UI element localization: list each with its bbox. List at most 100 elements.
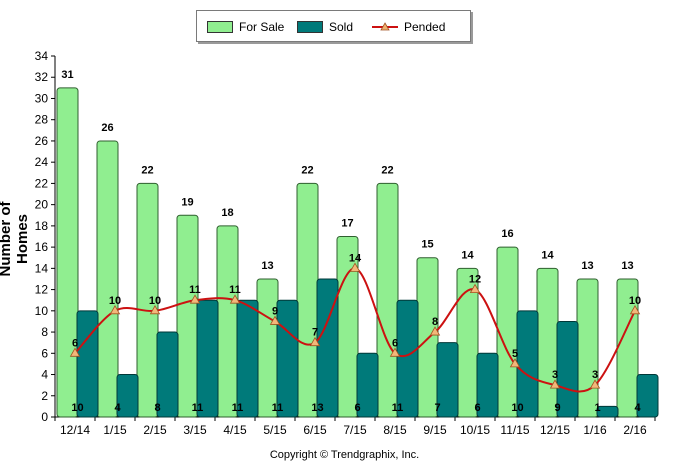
y-tick-label: 16 xyxy=(35,240,49,254)
point-pended xyxy=(269,315,281,325)
label-sold: 13 xyxy=(311,402,323,414)
x-tick-label: 12/15 xyxy=(540,423,570,437)
copyright-text: Copyright © Trendgraphix, Inc. xyxy=(269,449,420,461)
x-tick-label: 3/15 xyxy=(183,423,207,437)
label-for-sale: 31 xyxy=(61,69,73,81)
x-tick-label: 1/15 xyxy=(103,423,127,437)
label-for-sale: 13 xyxy=(581,260,593,272)
point-pended xyxy=(429,326,441,336)
label-pended: 10 xyxy=(149,295,161,307)
y-tick-label: 26 xyxy=(35,134,49,148)
bar-for-sale xyxy=(96,140,119,418)
label-sold: 4 xyxy=(114,402,121,414)
bar-sold xyxy=(356,352,379,418)
label-for-sale: 14 xyxy=(461,249,474,261)
label-sold: 11 xyxy=(392,402,404,414)
point-pended xyxy=(309,336,321,347)
label-pended: 3 xyxy=(592,369,598,381)
x-tick-label: 7/15 xyxy=(343,423,367,437)
label-sold: 6 xyxy=(474,402,480,414)
point-pended xyxy=(109,305,121,315)
label-for-sale: 13 xyxy=(621,260,633,272)
y-tick-label: 18 xyxy=(35,219,49,233)
label-for-sale: 16 xyxy=(501,228,513,240)
label-sold: 8 xyxy=(154,402,160,414)
bar-for-sale xyxy=(136,182,159,418)
bar-for-sale xyxy=(296,182,319,418)
label-pended: 7 xyxy=(312,327,318,339)
point-pended xyxy=(349,262,361,272)
bar-sold xyxy=(436,342,459,418)
label-pended: 10 xyxy=(109,295,121,307)
y-tick-label: 0 xyxy=(41,410,48,424)
label-for-sale: 15 xyxy=(421,239,433,251)
x-tick-label: 5/15 xyxy=(263,423,287,437)
y-tick-label: 14 xyxy=(35,261,49,275)
bar-sold xyxy=(236,299,259,418)
legend-swatch-for-sale xyxy=(207,21,233,33)
label-pended: 12 xyxy=(469,274,481,286)
label-for-sale: 13 xyxy=(261,260,273,272)
label-pended: 11 xyxy=(189,284,201,296)
y-tick-label: 10 xyxy=(35,304,49,318)
bar-for-sale xyxy=(376,182,399,418)
legend: For Sale Sold Pended xyxy=(196,10,471,42)
bar-for-sale xyxy=(536,267,559,418)
bar-for-sale xyxy=(176,214,199,418)
point-pended xyxy=(229,294,241,304)
bar-for-sale xyxy=(256,278,279,418)
label-sold: 9 xyxy=(554,402,560,414)
legend-label-sold: Sold xyxy=(329,20,354,34)
line-pended xyxy=(74,267,636,393)
bar-for-sale xyxy=(56,87,79,418)
point-pended xyxy=(189,294,201,304)
y-tick-label: 2 xyxy=(41,389,48,403)
bar-for-sale xyxy=(216,225,239,418)
label-for-sale: 18 xyxy=(221,207,233,219)
label-pended: 14 xyxy=(349,252,362,264)
point-pended xyxy=(389,347,401,357)
bar-sold xyxy=(476,352,499,418)
label-for-sale: 14 xyxy=(541,249,554,261)
label-sold: 10 xyxy=(511,402,523,414)
label-sold: 11 xyxy=(272,402,284,414)
x-tick-label: 10/15 xyxy=(460,423,490,437)
label-sold: 4 xyxy=(634,402,641,414)
x-tick-label: 2/16 xyxy=(623,423,647,437)
legend-item-sold: Sold xyxy=(297,19,353,35)
legend-item-pended: Pended xyxy=(372,19,445,35)
bar-sold xyxy=(76,310,99,418)
x-tick-label: 4/15 xyxy=(223,423,247,437)
legend-label-pended: Pended xyxy=(404,20,446,34)
y-axis-label: Number of Homes xyxy=(0,201,31,277)
y-tick-label: 12 xyxy=(35,283,49,297)
bar-sold xyxy=(276,299,299,418)
bar-sold xyxy=(156,331,179,418)
label-for-sale: 17 xyxy=(341,218,353,230)
legend-swatch-pended xyxy=(372,21,398,33)
y-tick-label: 8 xyxy=(41,325,48,339)
bar-sold xyxy=(556,320,579,418)
point-pended xyxy=(149,305,161,315)
x-tick-label: 9/15 xyxy=(423,423,447,437)
label-pended: 6 xyxy=(392,337,398,349)
x-tick-label: 1/16 xyxy=(583,423,607,437)
legend-item-for-sale: For Sale xyxy=(207,19,284,35)
x-tick-label: 6/15 xyxy=(303,423,327,437)
x-tick-label: 11/15 xyxy=(500,423,529,437)
label-for-sale: 22 xyxy=(141,164,153,176)
label-pended: 5 xyxy=(512,348,518,360)
point-pended xyxy=(549,379,561,389)
bar-sold xyxy=(596,405,619,418)
legend-swatch-sold xyxy=(297,21,323,33)
label-sold: 6 xyxy=(354,402,360,414)
bar-sold xyxy=(116,374,139,418)
bar-sold xyxy=(396,299,419,418)
x-tick-label: 2/15 xyxy=(143,423,167,437)
bar-for-sale xyxy=(576,278,599,418)
bar-for-sale xyxy=(496,246,519,418)
label-pended: 9 xyxy=(272,305,278,317)
y-tick-label: 24 xyxy=(35,155,49,169)
label-sold: 7 xyxy=(434,402,440,414)
